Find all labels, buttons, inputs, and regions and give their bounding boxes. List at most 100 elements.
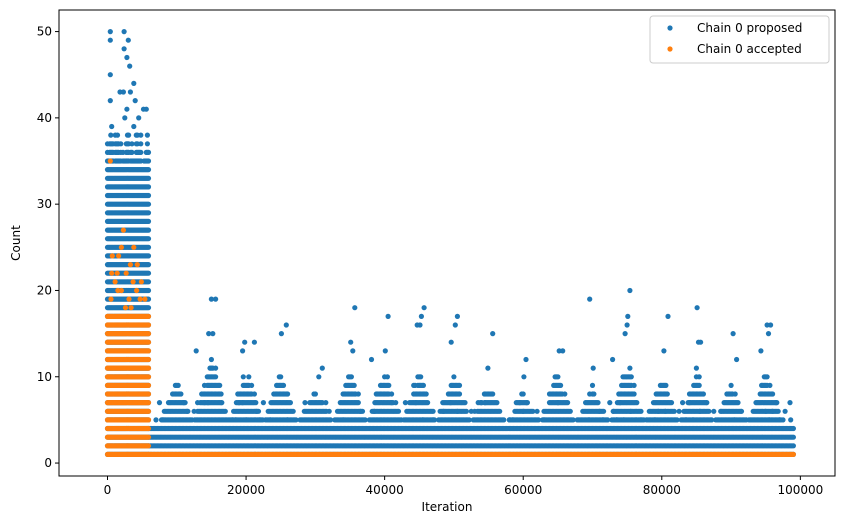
data-point-proposed [790,425,797,432]
data-point-proposed [661,348,667,354]
data-point-proposed [662,408,668,414]
data-point-proposed [414,322,420,328]
data-point-proposed [634,400,640,406]
data-point-proposed [788,417,794,423]
data-point-proposed [355,391,361,397]
data-point-proposed [109,123,115,130]
data-point-proposed [497,408,503,414]
data-point-proposed [260,400,266,406]
data-point-proposed [213,365,219,371]
data-point-proposed [718,408,724,414]
data-point-proposed [696,382,702,388]
data-point-proposed [676,408,682,414]
data-point-proposed [524,400,530,406]
data-point-proposed [624,322,630,328]
data-point-proposed [340,417,346,423]
data-point-proposed [242,339,248,345]
data-point-proposed [316,374,322,380]
data-point-proposed [382,348,388,354]
data-point-proposed [107,98,113,104]
data-point-proposed [107,72,113,78]
data-point-proposed [144,141,150,147]
data-point-proposed [389,400,395,406]
data-point-proposed [768,322,774,328]
data-point-proposed [144,132,150,138]
data-point-proposed [386,382,392,388]
data-point-proposed [565,400,571,406]
data-point-proposed [765,331,772,337]
data-point-proposed [323,400,329,406]
data-point-proposed [494,400,500,406]
data-point-proposed [246,374,252,380]
data-point-proposed [425,400,431,406]
data-point-proposed [452,322,458,328]
data-point-proposed [402,400,408,406]
data-point-proposed [138,132,144,138]
data-point-proposed [730,331,736,337]
data-point-proposed [145,218,152,224]
data-point-proposed [222,408,228,414]
data-point-proposed [120,89,126,95]
data-point-proposed [191,408,197,414]
data-point-proposed [153,417,159,423]
data-point-proposed [694,305,700,311]
data-point-proposed [448,339,454,345]
data-point-proposed [371,408,377,414]
data-point-proposed [766,417,772,423]
data-point-proposed [738,408,745,414]
data-point-proposed [145,305,152,311]
data-point-proposed [541,417,547,423]
data-point-proposed [690,417,696,423]
data-point-proposed [510,417,516,423]
data-point-proposed [764,374,770,380]
data-point-proposed [770,408,776,414]
data-point-proposed [587,296,593,302]
data-point-proposed [520,408,526,414]
data-point-proposed [638,417,644,423]
data-point-proposed [517,400,523,406]
data-point-proposed [456,391,463,397]
data-point-proposed [108,132,114,138]
data-point-proposed [638,408,644,414]
data-point-proposed [555,400,561,406]
data-point-proposed [485,365,491,371]
data-point-proposed [384,374,390,380]
data-point-proposed [628,374,634,380]
plot-points [104,29,797,457]
data-point-proposed [156,400,163,406]
data-point-proposed [175,382,181,388]
data-point-proposed [195,400,201,406]
data-point-proposed [440,408,447,414]
data-point-proposed [145,192,152,199]
data-point-proposed [389,391,395,397]
data-point-proposed [285,417,291,423]
data-point-proposed [763,408,769,414]
data-point-proposed [145,270,152,276]
data-point-proposed [610,356,616,363]
data-point-proposed [610,408,616,414]
data-point-proposed [129,149,135,155]
data-point-proposed [131,80,137,86]
data-point-proposed [257,417,263,423]
data-point-proposed [243,417,249,423]
data-point-proposed [253,408,260,414]
data-point-proposed [251,391,257,397]
data-point-proposed [181,400,187,406]
data-point-proposed [668,400,675,406]
data-point-proposed [456,382,463,388]
data-point-proposed [420,417,426,423]
data-point-proposed [418,313,424,319]
data-point-proposed [617,400,623,406]
data-point-proposed [351,382,357,388]
data-point-proposed [700,391,707,397]
data-point-proposed [125,37,131,43]
data-point-proposed [131,123,137,130]
data-point-proposed [560,348,566,354]
data-point-proposed [145,296,152,302]
data-point-proposed [790,443,797,449]
data-point-proposed [357,408,363,414]
data-point-proposed [348,339,354,345]
data-point-proposed [693,365,700,371]
data-point-proposed [664,391,670,397]
data-point-proposed [770,391,776,397]
